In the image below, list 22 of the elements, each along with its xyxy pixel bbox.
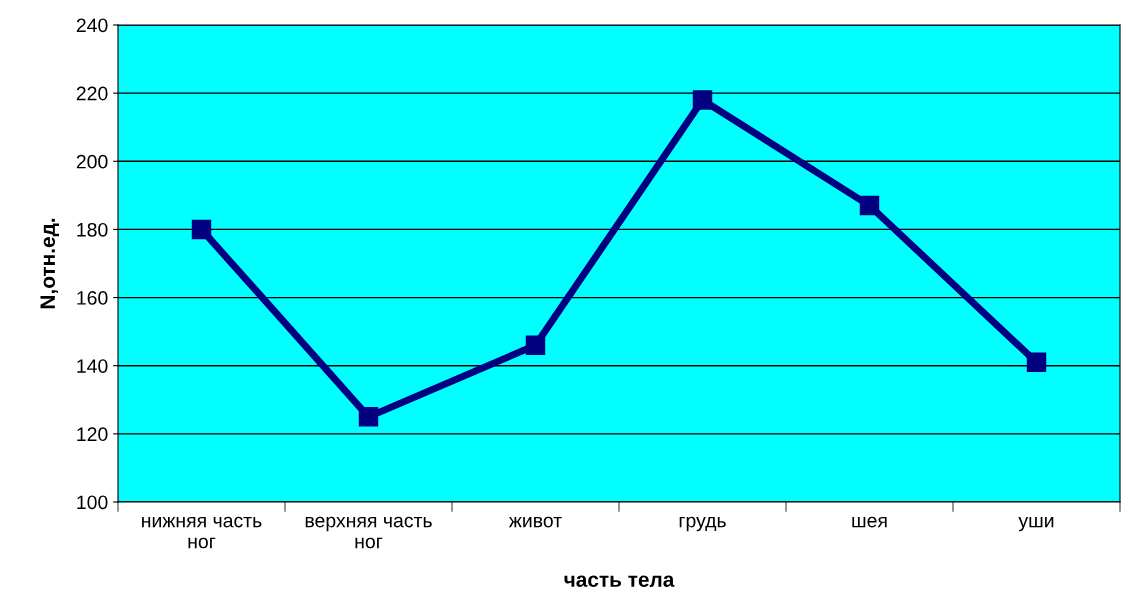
y-tick-label: 240 [76, 18, 108, 33]
y-axis-title: N,отн.ед. [40, 218, 59, 309]
x-axis-title: часть тела [564, 575, 675, 587]
x-tick-label: грудь [679, 516, 726, 532]
point [358, 407, 379, 427]
point [191, 219, 212, 240]
y-tick-label: 220 [76, 86, 108, 101]
point [525, 335, 546, 355]
x-tick-label: шея [852, 516, 887, 528]
x-tick-label: верхняя часть ног [305, 516, 432, 549]
y-tick-label: 160 [77, 291, 108, 305]
point [859, 195, 880, 216]
y-tick-label: 120 [77, 427, 108, 442]
y-tick-label: 200 [76, 154, 108, 169]
x-tick-label: живот [508, 516, 562, 528]
y-tick-label: 100 [77, 495, 108, 510]
point [1026, 352, 1047, 373]
point [692, 90, 713, 110]
y-tick-label: 140 [77, 359, 108, 373]
y-tick-label: 180 [77, 222, 108, 237]
x-tick-label: уши [1018, 516, 1054, 532]
x-tick-label: нижняя часть ног [142, 516, 262, 549]
